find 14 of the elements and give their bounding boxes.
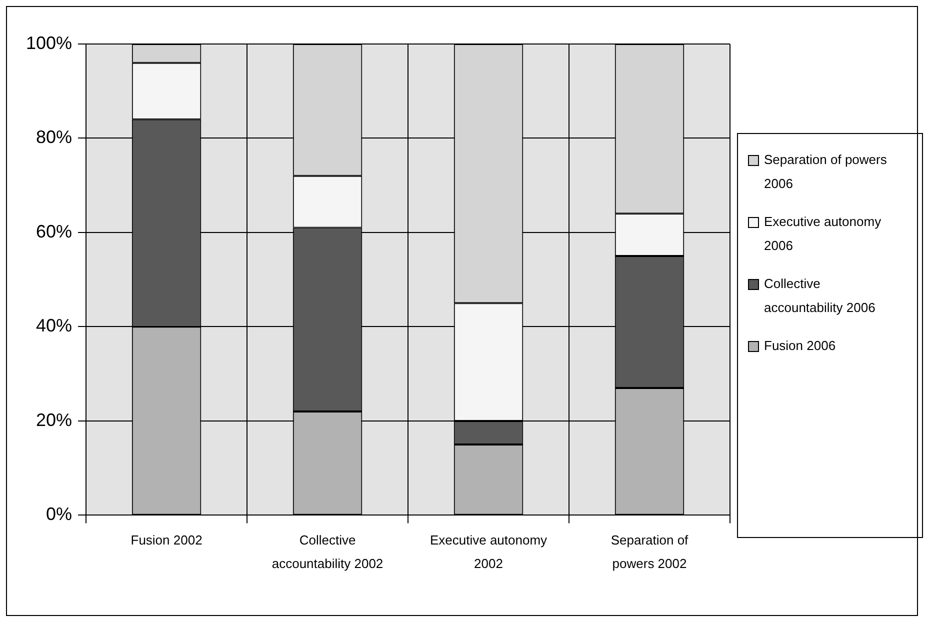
x-tick-label: Collective accountability 2002 xyxy=(272,532,384,571)
y-tick-label: 20% xyxy=(36,410,72,430)
y-tick-label: 0% xyxy=(46,504,72,524)
x-tick-label: Executive autonomy 2002 xyxy=(430,532,548,571)
y-tick-label: 80% xyxy=(36,127,72,148)
y-tick-label: 60% xyxy=(36,221,72,242)
y-tick-label: 40% xyxy=(36,316,72,336)
legend-label: Executive autonomy 2006 xyxy=(764,213,882,255)
text: Separation of powers 2006 xyxy=(764,151,888,193)
x-tick-label: Fusion 2002 xyxy=(130,532,202,548)
x-tick-label: Separation of powers 2002 xyxy=(610,532,689,571)
legend-label: Collective accountability 2006 xyxy=(764,275,876,317)
y-tick-label: 100% xyxy=(26,32,72,53)
legend-label: Fusion 2006 xyxy=(764,337,836,355)
